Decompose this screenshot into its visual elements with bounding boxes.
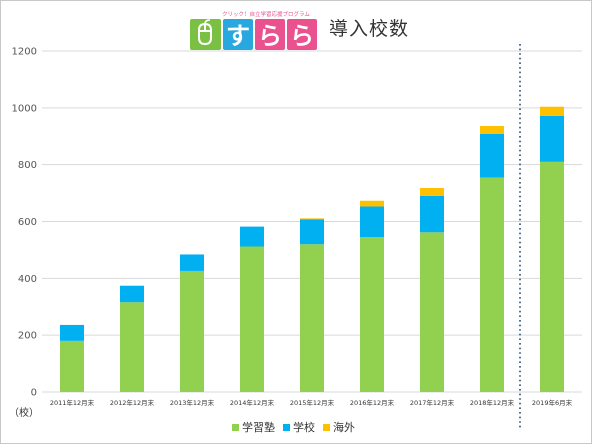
x-tick-label-2: 2013年12月末 bbox=[170, 398, 215, 407]
x-tick-label-1: 2012年12月末 bbox=[110, 398, 155, 407]
bar-juku-2 bbox=[180, 270, 204, 392]
mouse-icon bbox=[198, 22, 212, 46]
bar-juku-7 bbox=[480, 177, 504, 392]
bar-school-8 bbox=[540, 115, 564, 162]
y-tick-label-800: 800 bbox=[18, 160, 37, 171]
bar-juku-1 bbox=[120, 302, 144, 392]
logo-tile-1 bbox=[223, 19, 253, 50]
y-tick-label-400: 400 bbox=[18, 274, 37, 285]
bar-juku-6 bbox=[420, 232, 444, 392]
bar-school-0 bbox=[60, 324, 84, 341]
y-tick-label-1200: 1200 bbox=[12, 47, 37, 58]
logo-letter-2: ら bbox=[258, 22, 282, 50]
logo-tile-3 bbox=[287, 19, 317, 50]
bar-school-2 bbox=[180, 254, 204, 271]
bar-overseas-4 bbox=[300, 218, 324, 220]
bar-juku-8 bbox=[540, 161, 564, 392]
mouse-cord bbox=[204, 19, 211, 25]
x-tick-label-6: 2017年12月末 bbox=[410, 398, 455, 407]
y-axis-unit-label: （校） bbox=[9, 408, 39, 419]
bar-juku-4 bbox=[300, 244, 324, 392]
logo-tile-2 bbox=[255, 19, 285, 50]
chart-title: 導入校数 bbox=[329, 18, 410, 40]
surara-logo: クリック！自立学習応援プログラム す ら ら bbox=[190, 10, 317, 50]
bar-school-4 bbox=[300, 219, 324, 245]
legend-entry-juku: 学習塾 bbox=[232, 419, 275, 435]
x-tick-label-7: 2018年12月末 bbox=[470, 398, 515, 407]
bar-school-1 bbox=[120, 285, 144, 303]
y-tick-label-0: 0 bbox=[31, 388, 37, 399]
legend-label-overseas: 海外 bbox=[333, 421, 355, 434]
x-tick-label-3: 2014年12月末 bbox=[230, 398, 275, 407]
legend-entry-school: 学校 bbox=[283, 419, 315, 435]
bar-overseas-7 bbox=[480, 126, 504, 134]
bar-school-7 bbox=[480, 133, 504, 178]
bars bbox=[60, 106, 564, 392]
y-tick-label-600: 600 bbox=[18, 217, 37, 228]
legend-swatch-overseas bbox=[323, 423, 330, 431]
y-axis-ticks: 0 200 400 600 800 1000 1200 bbox=[12, 47, 37, 399]
legend: 学習塾 学校 海外 bbox=[232, 419, 355, 435]
bar-overseas-8 bbox=[540, 106, 564, 116]
logo-letter-3: ら bbox=[290, 22, 314, 50]
bar-school-6 bbox=[420, 195, 444, 233]
legend-label-school: 学校 bbox=[293, 421, 315, 434]
x-tick-label-8: 2019年6月末 bbox=[532, 398, 573, 407]
bar-school-3 bbox=[240, 226, 264, 247]
bar-juku-3 bbox=[240, 246, 264, 392]
legend-entry-overseas: 海外 bbox=[323, 419, 355, 435]
x-tick-label-5: 2016年12月末 bbox=[350, 398, 395, 407]
legend-swatch-juku bbox=[232, 423, 239, 431]
legend-swatch-school bbox=[283, 423, 290, 431]
bar-juku-5 bbox=[360, 237, 384, 392]
bar-juku-0 bbox=[60, 340, 84, 392]
legend-label-juku: 学習塾 bbox=[242, 421, 275, 434]
x-tick-label-0: 2011年12月末 bbox=[50, 398, 95, 407]
bar-overseas-6 bbox=[420, 187, 444, 196]
x-tick-label-4: 2015年12月末 bbox=[290, 398, 335, 407]
bar-overseas-5 bbox=[360, 200, 384, 207]
logo-letter-1: す bbox=[226, 22, 250, 50]
bar-school-5 bbox=[360, 206, 384, 238]
logo-mouse-tile bbox=[190, 19, 221, 50]
y-tick-label-1000: 1000 bbox=[12, 103, 37, 114]
logo-tagline: クリック！自立学習応援プログラム bbox=[222, 10, 310, 18]
y-tick-label-200: 200 bbox=[18, 331, 37, 342]
x-axis-ticks: 2011年12月末 2012年12月末 2013年12月末 2014年12月末 2015… bbox=[50, 398, 573, 407]
